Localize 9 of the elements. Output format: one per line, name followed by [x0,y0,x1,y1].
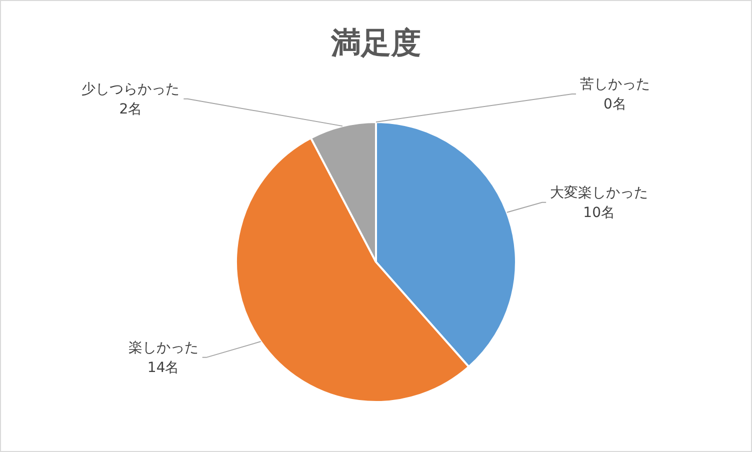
slice-label: 楽しかった [128,340,198,356]
category-label: 苦しかった [580,76,650,93]
data-label: 14名 [147,360,180,376]
slice-label: 少しつらかった [82,82,180,98]
chart-title: 満足度 [330,26,421,61]
slice-label: 大変楽しかった [550,185,648,202]
data-label: 2名 [119,102,142,118]
text: 0名 [604,96,626,113]
data-label: 10名 [583,205,615,222]
